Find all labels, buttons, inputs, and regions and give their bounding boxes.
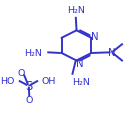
- Text: H₂N: H₂N: [24, 48, 42, 57]
- Text: S: S: [25, 79, 32, 92]
- Text: H₂N: H₂N: [67, 6, 85, 15]
- Text: O: O: [18, 68, 25, 77]
- Text: N: N: [108, 48, 116, 58]
- Text: OH: OH: [41, 76, 56, 85]
- Text: HO: HO: [0, 76, 14, 85]
- Text: N: N: [91, 32, 99, 41]
- Text: O: O: [26, 95, 33, 104]
- Text: H₂N: H₂N: [72, 78, 90, 87]
- Text: N: N: [76, 58, 84, 68]
